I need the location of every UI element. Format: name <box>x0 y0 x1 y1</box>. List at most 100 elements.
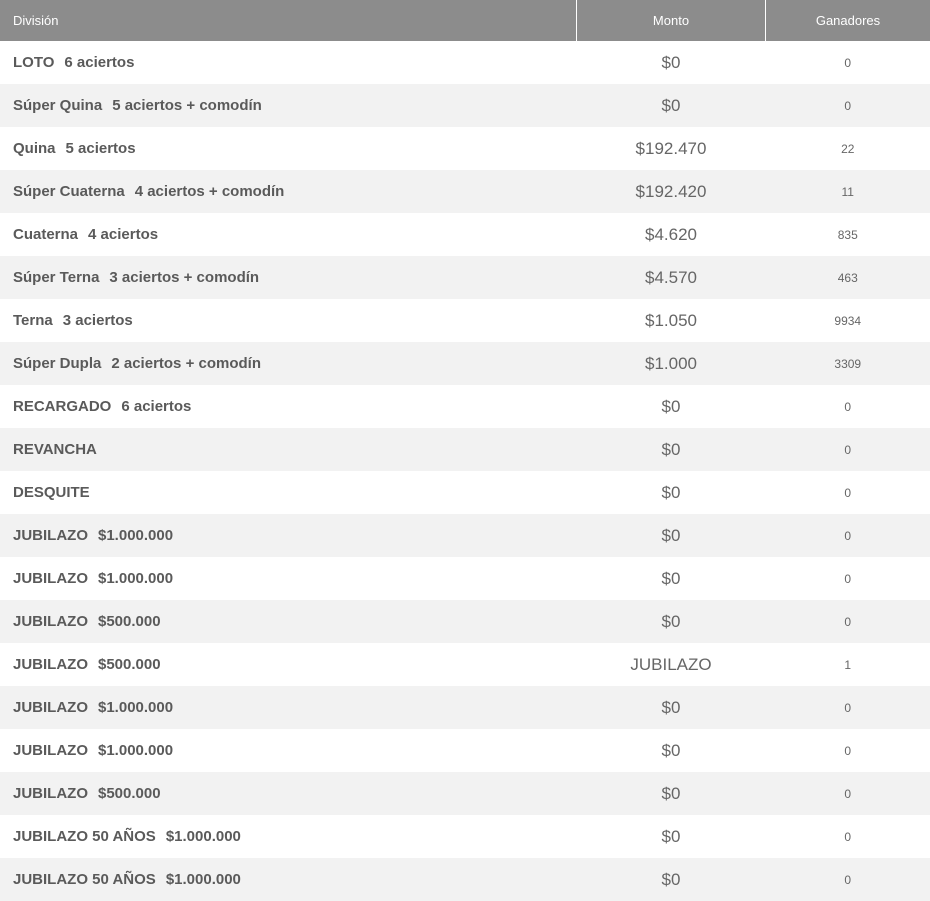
division-detail: $500.000 <box>98 785 161 802</box>
division-detail: 5 aciertos <box>66 140 136 157</box>
ganadores-cell: 0 <box>766 686 930 729</box>
division-cell: JUBILAZO 50 AÑOS$1.000.000 <box>0 815 577 858</box>
ganadores-cell: 0 <box>766 514 930 557</box>
division-name: Súper Quina <box>13 97 102 114</box>
division-detail: $500.000 <box>98 656 161 673</box>
monto-cell: $0 <box>577 557 766 600</box>
division-detail: $1.000.000 <box>98 527 173 544</box>
monto-cell: $0 <box>577 471 766 514</box>
division-detail: 3 aciertos <box>63 312 133 329</box>
division-name: Súper Dupla <box>13 355 101 372</box>
monto-cell: $0 <box>577 686 766 729</box>
division-cell: JUBILAZO $1.000.000 <box>0 557 577 600</box>
monto-cell: JUBILAZO <box>577 643 766 686</box>
division-cell: Cuaterna 4 aciertos <box>0 213 577 256</box>
division-cell: JUBILAZO $500.000 <box>0 772 577 815</box>
monto-cell: $0 <box>577 772 766 815</box>
ganadores-cell: 0 <box>766 41 930 84</box>
division-cell: JUBILAZO $1.000.000 <box>0 686 577 729</box>
ganadores-cell: 0 <box>766 84 930 127</box>
division-detail: $1.000.000 <box>166 871 241 888</box>
monto-cell: $0 <box>577 41 766 84</box>
ganadores-cell: 9934 <box>766 299 930 342</box>
division-detail: 6 aciertos <box>64 54 134 71</box>
ganadores-cell: 22 <box>766 127 930 170</box>
division-name: LOTO <box>13 54 54 71</box>
division-cell: Súper Terna 3 aciertos + comodín <box>0 256 577 299</box>
monto-cell: $1.050 <box>577 299 766 342</box>
division-name: REVANCHA <box>13 441 97 458</box>
division-cell: JUBILAZO$1.000.000 <box>0 729 577 772</box>
header-ganadores: Ganadores <box>766 0 930 41</box>
division-detail: 2 aciertos + comodín <box>111 355 261 372</box>
monto-cell: $4.570 <box>577 256 766 299</box>
division-detail: 4 aciertos <box>88 226 158 243</box>
division-detail: 4 aciertos + comodín <box>135 183 285 200</box>
division-cell: JUBILAZO $500.000 <box>0 643 577 686</box>
table-row: Súper Cuaterna 4 aciertos + comodín $192.4… <box>0 170 930 213</box>
division-name: JUBILAZO <box>13 570 88 587</box>
division-name: JUBILAZO <box>13 742 88 759</box>
division-name: DESQUITE <box>13 484 90 501</box>
monto-cell: $4.620 <box>577 213 766 256</box>
division-cell: DESQUITE <box>0 471 577 514</box>
division-name: JUBILAZO <box>13 527 88 544</box>
division-name: JUBILAZO <box>13 699 88 716</box>
division-name: Súper Cuaterna <box>13 183 125 200</box>
division-name: Súper Terna <box>13 269 99 286</box>
division-cell: Súper Cuaterna 4 aciertos + comodín <box>0 170 577 213</box>
division-detail: $1.000.000 <box>98 570 173 587</box>
ganadores-cell: 0 <box>766 471 930 514</box>
division-name: Cuaterna <box>13 226 78 243</box>
division-detail: $1.000.000 <box>98 699 173 716</box>
ganadores-cell: 463 <box>766 256 930 299</box>
division-name: JUBILAZO 50 AÑOS <box>13 871 156 888</box>
monto-cell: $0 <box>577 385 766 428</box>
division-name: JUBILAZO <box>13 785 88 802</box>
monto-cell: $0 <box>577 600 766 643</box>
division-cell: Súper Dupla 2 aciertos + comodín <box>0 342 577 385</box>
ganadores-cell: 0 <box>766 385 930 428</box>
division-name: JUBILAZO <box>13 656 88 673</box>
header-division: División <box>0 0 577 41</box>
division-detail: 3 aciertos + comodín <box>109 269 259 286</box>
header-row: División Monto Ganadores <box>0 0 930 41</box>
division-name: JUBILAZO <box>13 613 88 630</box>
division-cell: JUBILAZO $1.000.000 <box>0 514 577 557</box>
monto-cell: $0 <box>577 428 766 471</box>
ganadores-cell: 3309 <box>766 342 930 385</box>
ganadores-cell: 0 <box>766 600 930 643</box>
division-detail: $500.000 <box>98 613 161 630</box>
monto-cell: $0 <box>577 84 766 127</box>
ganadores-cell: 0 <box>766 428 930 471</box>
ganadores-cell: 0 <box>766 772 930 815</box>
division-cell: REVANCHA <box>0 428 577 471</box>
division-name: JUBILAZO 50 AÑOS <box>13 828 156 845</box>
ganadores-cell: 835 <box>766 213 930 256</box>
monto-cell: $192.420 <box>577 170 766 213</box>
ganadores-cell: 11 <box>766 170 930 213</box>
monto-cell: $0 <box>577 729 766 772</box>
division-detail: 6 aciertos <box>121 398 191 415</box>
table-header: División Monto Ganadores <box>0 0 930 41</box>
